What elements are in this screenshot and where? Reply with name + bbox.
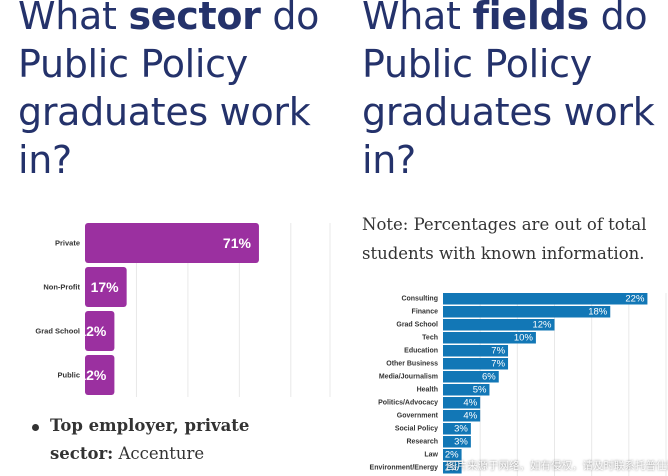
category-label: Politics/Advocacy: [378, 399, 438, 406]
bar: [443, 358, 509, 370]
value-label: 5%: [473, 384, 487, 395]
value-label: 2%: [445, 462, 459, 473]
bar: [85, 223, 259, 263]
category-label: Health: [417, 386, 438, 393]
top-employer-bullet: Top employer, private sector: Accenture: [30, 412, 249, 468]
value-label: 2%: [445, 449, 459, 460]
bar: [443, 423, 471, 435]
percentage-note: Note: Percentages are out of total stude…: [362, 210, 662, 268]
heading-line-4: in?: [362, 138, 416, 182]
bullet-value: Accenture: [118, 444, 205, 463]
category-label: Grad School: [396, 321, 438, 328]
heading-emphasis: sector: [128, 0, 261, 38]
category-label: Non-Profit: [43, 283, 80, 292]
value-label: 71%: [223, 235, 252, 251]
bar: [85, 311, 115, 351]
category-label: Media/Journalism: [379, 373, 438, 380]
value-label: 4%: [463, 410, 477, 421]
category-label: Grad School: [35, 327, 80, 336]
heading-line-3: graduates work: [18, 90, 311, 134]
fields-bar-chart: Consulting 22% Finance 18% Grad School 12% Tec…: [370, 293, 667, 476]
category-label: Public: [57, 371, 80, 380]
heading-line-3: graduates work: [362, 90, 655, 134]
value-label: 22%: [625, 293, 645, 304]
category-label: Government: [397, 412, 439, 419]
bar: [85, 355, 115, 395]
note-line-1: Note: Percentages are out of total: [362, 215, 647, 234]
bar: [443, 371, 499, 383]
heading-line-1: What fields do: [362, 0, 654, 40]
sector-section: What sector do Public Policy graduates w…: [18, 0, 331, 468]
bar: [443, 397, 481, 409]
value-label: 3%: [454, 436, 468, 447]
fields-heading: What fields do Public Policy graduates w…: [362, 0, 655, 184]
category-label: Consulting: [401, 295, 438, 302]
category-label: Private: [55, 239, 80, 248]
category-label: Research: [406, 438, 438, 445]
bar: [443, 410, 481, 422]
category-label: Other Business: [386, 360, 438, 367]
value-label: 17%: [91, 279, 120, 295]
category-label: Environment/Energy: [370, 464, 439, 471]
value-label: 3%: [454, 423, 468, 434]
sector-bar-chart: Private 71%Non-Profit 17%Grad School12%Pub…: [35, 223, 331, 397]
category-label: Finance: [412, 308, 439, 315]
category-label: Social Policy: [395, 425, 438, 432]
bullet-label: Top employer, private: [50, 416, 250, 435]
value-label: 10%: [514, 332, 534, 343]
value-label: 6%: [482, 371, 496, 382]
value-label: 7%: [491, 358, 505, 369]
bar: [85, 267, 127, 307]
sector-heading: What sector do Public Policy graduates w…: [18, 0, 319, 184]
heading-line-2: Public Policy: [362, 42, 592, 86]
value-label: 12%: [78, 367, 107, 383]
category-label: Law: [424, 451, 438, 458]
bar: [443, 332, 536, 344]
watermark-text: 图片来源于网络，如有侵权，请及时联系托普仕留学删: [446, 460, 668, 472]
sector-bullet-list: Top employer, private sector: Accenture: [30, 412, 249, 468]
heading-line-1: What sector do: [18, 0, 319, 40]
category-label: Education: [404, 347, 438, 354]
value-label: 7%: [491, 345, 505, 356]
value-label: 12%: [78, 323, 107, 339]
bullet-label-cont: sector:: [50, 444, 114, 463]
fields-section: What fields do Public Policy graduates w…: [334, 0, 668, 476]
bar: [443, 319, 555, 331]
heading-emphasis: fields: [472, 0, 589, 38]
bar: [443, 306, 611, 318]
heading-line-4: in?: [18, 138, 72, 182]
bar: [443, 293, 648, 305]
value-label: 4%: [463, 397, 477, 408]
value-label: 12%: [532, 319, 552, 330]
heading-line-2: Public Policy: [18, 42, 248, 86]
bar: [443, 462, 462, 474]
value-label: 18%: [588, 306, 608, 317]
category-label: Tech: [422, 334, 438, 341]
bar: [443, 384, 490, 396]
bar: [443, 436, 471, 448]
bar: [443, 345, 509, 357]
note-line-2: students with known information.: [362, 244, 645, 263]
bar: [443, 449, 462, 461]
